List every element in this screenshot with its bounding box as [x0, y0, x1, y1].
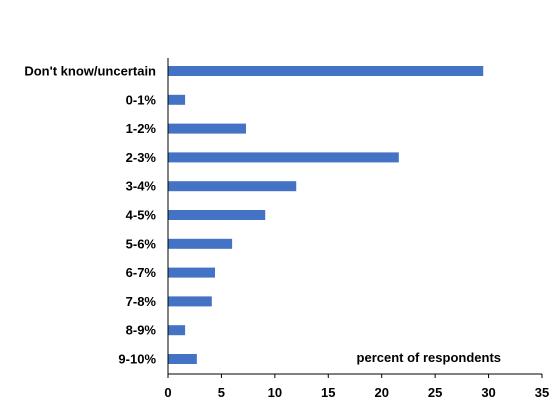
category-label-10: 9-10%	[118, 352, 156, 367]
bar-4	[168, 181, 297, 192]
annotation-label: percent of respondents	[357, 350, 501, 365]
category-label-3: 2-3%	[126, 150, 157, 165]
x-tick-label-2: 10	[268, 385, 282, 400]
category-label-6: 5-6%	[126, 236, 157, 251]
category-label-0: Don't know/uncertain	[24, 64, 156, 79]
category-label-9: 8-9%	[126, 323, 157, 338]
bar-2	[168, 123, 247, 134]
x-tick-label-6: 30	[481, 385, 495, 400]
bar-3	[168, 152, 399, 163]
x-tick-label-4: 20	[374, 385, 388, 400]
bar-10	[168, 354, 197, 364]
category-label-5: 4-5%	[126, 208, 157, 223]
bar-0	[168, 66, 484, 76]
category-label-8: 7-8%	[126, 294, 157, 309]
x-tick-label-3: 15	[321, 385, 335, 400]
category-label-2: 1-2%	[126, 121, 157, 136]
bar-1	[168, 94, 186, 105]
bar-7	[168, 267, 216, 278]
x-tick-label-7: 35	[535, 385, 549, 400]
category-label-1: 0-1%	[126, 92, 157, 107]
bar-group	[168, 66, 484, 364]
category-labels: Don't know/uncertain 0-1% 1-2% 2-3% 3-4% 4-5%…	[24, 64, 156, 367]
bar-5	[168, 210, 266, 220]
bar-8	[168, 296, 212, 307]
category-label-7: 6-7%	[126, 265, 157, 280]
x-tick-label-0: 0	[164, 385, 171, 400]
bar-6	[168, 238, 233, 249]
category-label-4: 3-4%	[126, 179, 157, 194]
x-tick-label-5: 25	[428, 385, 442, 400]
x-tick-label-1: 5	[218, 385, 225, 400]
x-axis-ticks: 0 5 10 15 20 25 30 35	[164, 374, 549, 400]
bar-9	[168, 325, 186, 336]
